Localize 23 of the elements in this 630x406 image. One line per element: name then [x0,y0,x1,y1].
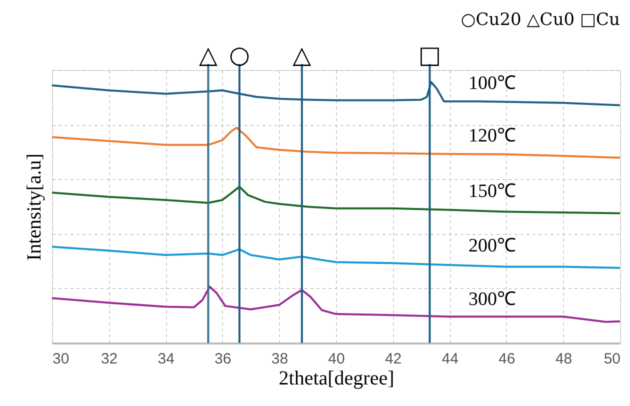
series-label: 150℃ [468,181,516,202]
ref-line-label: △ [198,41,218,69]
x-tick-label: 38 [271,350,288,368]
x-tick-label: 36 [214,350,232,368]
x-tick-label: 46 [498,350,516,368]
series-label: 200℃ [468,236,516,257]
ref-line-label: ○ [228,41,250,69]
x-tick-label: 30 [52,350,70,368]
y-axis-title: Intensity[a.u] [24,153,46,261]
x-tick-label: 34 [158,350,174,368]
x-tick-label: 42 [384,350,402,368]
x-tick-label: 40 [328,350,345,368]
series-label: 300℃ [468,289,516,310]
ref-line-label: △ [292,41,312,69]
x-tick-label: 48 [555,350,572,368]
x-tick-label: 44 [442,350,458,368]
ref-line-label: □ [418,41,442,69]
text: ○Cu20 △Cu0 □Cu [460,10,620,30]
x-tick-label: 32 [100,350,118,368]
series-label: 120℃ [468,126,516,147]
x-tick-label: 50 [604,350,620,368]
x-axis-title: 2theta[degree] [278,368,394,390]
series-label: 100℃ [468,73,516,94]
